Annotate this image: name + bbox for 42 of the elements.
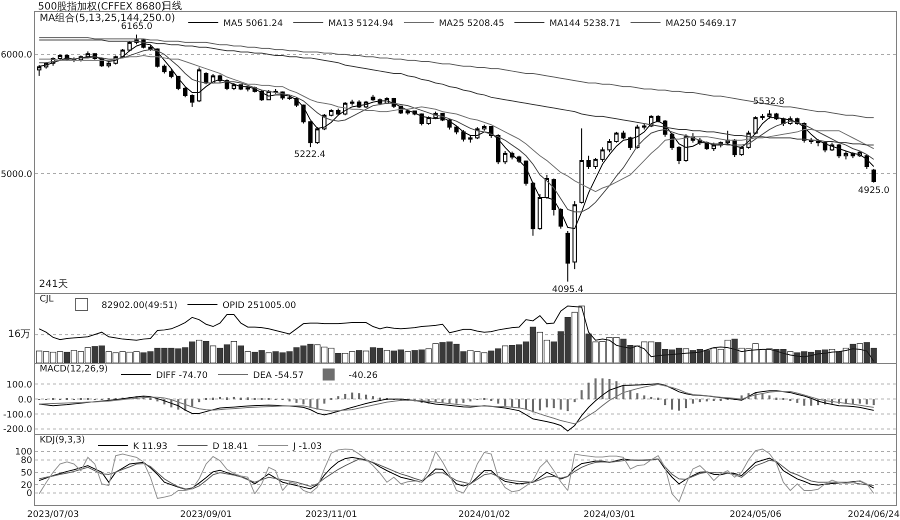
y-tick-label: 100.0 xyxy=(6,380,32,390)
legend-label: MA5 5061.24 xyxy=(223,19,284,30)
legend-label: MA144 5238.71 xyxy=(549,19,621,30)
legend-label: J -1.03 xyxy=(292,442,322,452)
legend-label: OPID 251005.00 xyxy=(222,301,296,312)
y-tick-label: 20 xyxy=(20,480,32,491)
annotation: 5222.4 xyxy=(294,150,326,160)
annotation: 241天 xyxy=(39,279,68,290)
legend-title: MACD(12,26,9) xyxy=(40,364,108,375)
legend-label: DIFF -74.70 xyxy=(156,371,208,382)
y-tick-label: -200.0 xyxy=(3,425,32,436)
annotation: 4095.4 xyxy=(552,285,584,295)
legend-label: D 18.41 xyxy=(212,442,248,452)
x-tick-label: 2023/07/03 xyxy=(27,510,80,520)
x-tick-label: 2024/05/06 xyxy=(730,510,782,520)
legend-label: DEA -54.57 xyxy=(253,371,304,382)
y-tick-label: 50 xyxy=(20,468,32,478)
y-tick-label: 6000.0 xyxy=(0,50,32,61)
x-tick-label: 2024/06/24 xyxy=(848,510,900,520)
x-tick-label: 2023/11/01 xyxy=(305,510,358,520)
y-tick-label: 5000.0 xyxy=(0,170,32,180)
x-tick-label: 2023/09/01 xyxy=(180,510,232,520)
y-tick-label: 0 xyxy=(26,489,32,500)
x-tick-label: 2024/01/02 xyxy=(458,510,510,520)
chart-title: 500股指加权(CFFEX 8680) xyxy=(38,0,166,12)
legend-label: -40.26 xyxy=(348,371,378,382)
legend-title: CJL xyxy=(40,294,54,305)
legend-label: MA13 5124.94 xyxy=(328,19,394,30)
y-tick-label: -100.0 xyxy=(3,410,32,420)
legend-label: K 11.93 xyxy=(133,442,168,452)
annotation: 5532.8 xyxy=(753,97,785,107)
x-tick-label: 2024/03/01 xyxy=(584,510,636,520)
legend-title: MA组合(5,13,25,144,250.0) xyxy=(40,12,176,24)
legend-label: MA25 5208.45 xyxy=(438,19,504,30)
y-tick-label: 80 xyxy=(20,456,32,466)
annotation: 4925.0 xyxy=(858,186,890,196)
legend-label: 82902.00(49:51) xyxy=(102,301,178,312)
ref-line-label: 16万 xyxy=(8,329,31,340)
y-tick-label: 0.0 xyxy=(18,395,32,406)
legend-label: MA250 5469.17 xyxy=(666,19,737,30)
annotation: 6165.0 xyxy=(121,22,153,32)
legend-title: KDJ(9,3,3) xyxy=(40,436,86,446)
